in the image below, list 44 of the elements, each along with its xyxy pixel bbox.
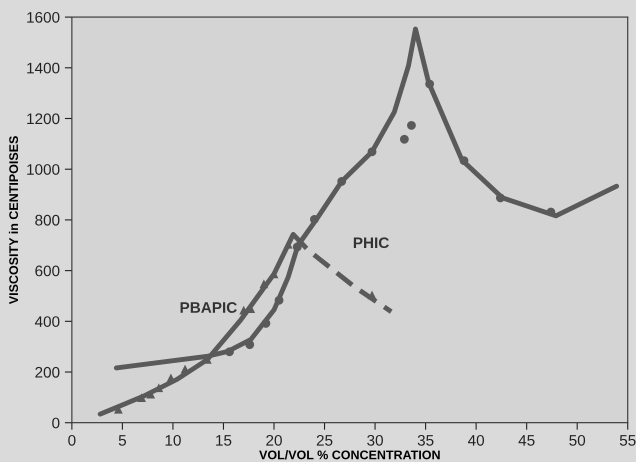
x-tick-label: 20: [266, 434, 282, 446]
x-tick-label: 25: [316, 434, 332, 446]
point: [368, 290, 376, 300]
point: [239, 306, 248, 315]
series-label: PBAPIC: [180, 302, 237, 313]
y-tick-label: 600: [35, 265, 60, 276]
point: [460, 156, 468, 165]
point: [425, 80, 434, 88]
point: [400, 134, 409, 144]
x-tick-label: 5: [118, 435, 126, 446]
point: [337, 176, 346, 186]
y-tick-label: 1600: [27, 12, 60, 23]
point: [137, 393, 146, 402]
x-axis-title: VOL/VOL % CONCENTRATION: [259, 450, 440, 460]
x-tick-label: 50: [569, 434, 586, 446]
point: [260, 279, 268, 288]
y-tick-label: 1200: [27, 113, 60, 124]
y-tick-label: 1400: [27, 62, 60, 74]
point: [292, 242, 302, 252]
x-tick-label: 55: [620, 435, 636, 446]
y-tick-label: 400: [34, 316, 60, 328]
point: [310, 215, 319, 224]
y-tick-label: 0: [52, 418, 60, 428]
y-tick-label: 800: [35, 214, 60, 226]
x-tick-label: 15: [216, 435, 232, 446]
x-tick-label: 40: [468, 434, 484, 446]
point: [146, 390, 156, 398]
point: [407, 120, 416, 130]
point: [368, 147, 376, 156]
point: [496, 193, 505, 202]
point: [225, 347, 234, 356]
y-axis-title: VISCOSITY in CENTIPOISES: [8, 136, 18, 304]
point: [546, 208, 556, 216]
point: [274, 296, 284, 305]
x-tick-label: 10: [166, 434, 181, 446]
x-tick-label: 30: [367, 434, 383, 446]
x-tick-label: 0: [68, 434, 76, 446]
y-tick-label: 1000: [27, 164, 60, 175]
point: [245, 340, 254, 350]
point: [262, 318, 270, 328]
x-tick-label: 45: [518, 435, 535, 446]
x-tick-label: 35: [418, 434, 434, 446]
y-tick-label: 200: [35, 366, 60, 378]
text: PHIC: [354, 237, 389, 248]
